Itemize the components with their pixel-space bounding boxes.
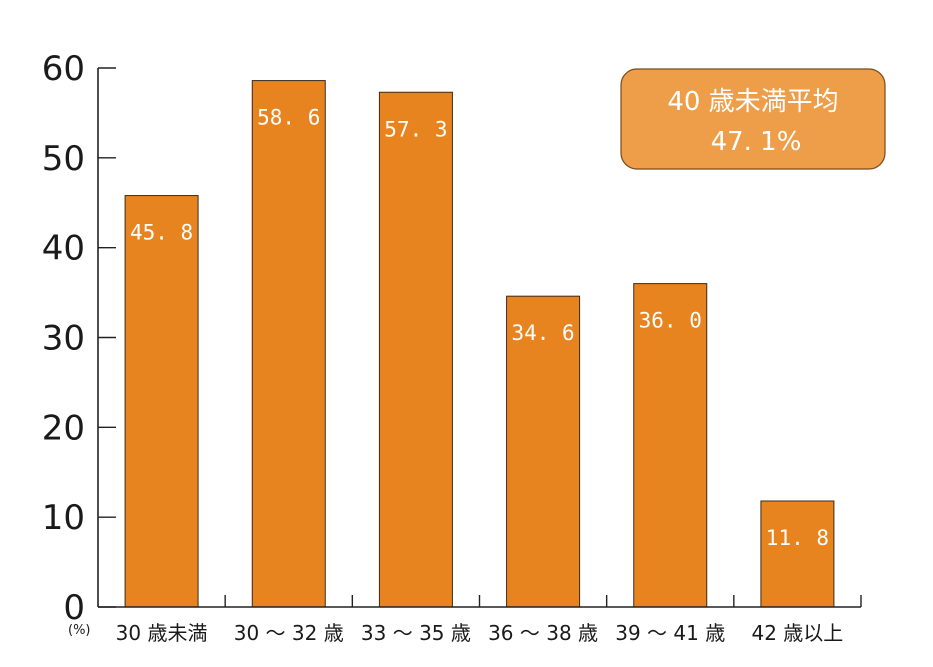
x-tick-labels-group: 30 歳未満 30 〜 32 歳 33 〜 35 歳 36 〜 38 歳 39 〜 41… (116, 621, 844, 645)
y-axis: 0 10 20 30 40 50 60 (42, 49, 116, 628)
x-tick-label: 36 〜 38 歳 (488, 621, 598, 645)
bar (633, 283, 708, 608)
y-tick-label: 30 (42, 319, 85, 359)
bar (506, 295, 581, 608)
bar (251, 80, 326, 608)
x-tick-label: 39 〜 41 歳 (615, 621, 725, 645)
bar-value-label: 58. 6 (257, 106, 320, 130)
average-callout: 40 歳未満平均 47. 1% (620, 68, 886, 170)
value-labels-group: 45. 8 58. 6 57. 3 34. 6 36. 0 11. 8 (130, 106, 829, 550)
x-tick-label: 30 歳未満 (116, 621, 208, 645)
x-tick-label: 33 〜 35 歳 (361, 621, 471, 645)
bars-group (124, 80, 835, 608)
bar-value-label: 11. 8 (766, 526, 829, 550)
average-callout-value: 47. 1% (711, 127, 802, 157)
y-tick-label: 50 (42, 139, 85, 179)
x-tick-label: 42 歳以上 (752, 621, 844, 645)
average-callout-box (620, 68, 886, 170)
bar-value-label: 34. 6 (511, 321, 574, 345)
average-callout-title: 40 歳未満平均 (667, 87, 838, 117)
y-unit-label: (%) (68, 623, 91, 638)
bar (378, 91, 453, 608)
y-tick-label: 0 (63, 588, 85, 628)
y-tick-label: 40 (42, 229, 85, 269)
bar (760, 500, 835, 608)
y-tick-label: 10 (42, 498, 85, 538)
bar-value-label: 57. 3 (384, 117, 447, 141)
y-tick-label: 20 (42, 408, 85, 448)
x-tick-label: 30 〜 32 歳 (234, 621, 344, 645)
x-axis (98, 595, 862, 608)
bar-value-label: 45. 8 (130, 221, 193, 245)
y-tick-label: 60 (42, 49, 85, 89)
bar-value-label: 36. 0 (639, 309, 702, 333)
bar (124, 195, 199, 608)
